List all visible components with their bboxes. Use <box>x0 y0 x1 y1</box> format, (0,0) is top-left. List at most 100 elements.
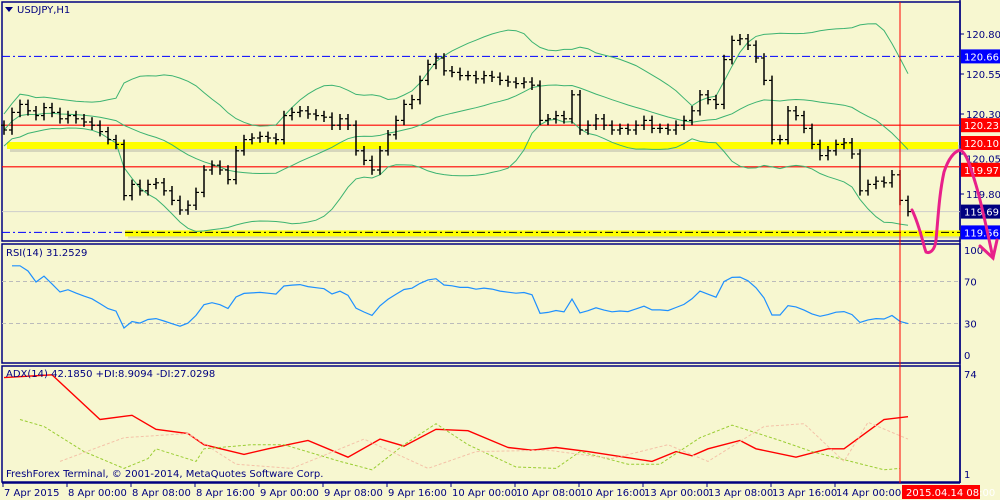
price-bar[interactable] <box>801 110 807 134</box>
price-bar[interactable] <box>769 75 775 145</box>
price-bar[interactable] <box>377 146 383 175</box>
price-bar[interactable] <box>129 179 135 201</box>
price-bar[interactable] <box>705 90 711 105</box>
price-bar[interactable] <box>345 114 351 130</box>
price-bar[interactable] <box>721 54 727 110</box>
price-bar[interactable] <box>49 102 55 118</box>
price-bar[interactable] <box>177 195 183 215</box>
price-bar[interactable] <box>425 59 431 86</box>
price-bar[interactable] <box>881 176 887 188</box>
price-bar[interactable] <box>825 146 831 161</box>
price-bar[interactable] <box>185 200 191 215</box>
price-bar[interactable] <box>73 110 79 124</box>
price-bar[interactable] <box>417 75 423 105</box>
price-panel[interactable] <box>1 23 960 239</box>
price-bar[interactable] <box>369 155 375 175</box>
rsi-panel[interactable] <box>2 265 960 329</box>
price-bar[interactable] <box>329 112 335 130</box>
price-bar[interactable] <box>529 77 535 90</box>
price-bar[interactable] <box>545 114 551 126</box>
price-bar[interactable] <box>217 160 223 175</box>
price-bar[interactable] <box>441 53 447 76</box>
price-bar[interactable] <box>849 138 855 159</box>
price-bar[interactable] <box>241 134 247 156</box>
price-bar[interactable] <box>289 107 295 121</box>
price-bar[interactable] <box>817 139 823 161</box>
price-bar[interactable] <box>161 178 167 196</box>
price-bar[interactable] <box>273 133 279 145</box>
price-bar[interactable] <box>81 114 87 127</box>
price-bar[interactable] <box>257 131 263 143</box>
price-bar[interactable] <box>337 114 343 130</box>
price-bar[interactable] <box>353 120 359 156</box>
price-bar[interactable] <box>113 134 119 150</box>
price-bar[interactable] <box>25 99 31 116</box>
price-bar[interactable] <box>145 179 151 196</box>
price-bar[interactable] <box>841 138 847 150</box>
price-bar[interactable] <box>321 110 327 122</box>
price-bar[interactable] <box>481 70 487 84</box>
price-bar[interactable] <box>1 120 7 135</box>
price-bar[interactable] <box>833 139 839 156</box>
price-bar[interactable] <box>89 117 95 130</box>
price-bar[interactable] <box>553 110 559 124</box>
price-bar[interactable] <box>689 106 695 126</box>
price-bar[interactable] <box>153 178 159 190</box>
price-bar[interactable] <box>809 123 815 150</box>
price-bar[interactable] <box>625 123 631 135</box>
price-bar[interactable] <box>889 170 895 188</box>
price-bar[interactable] <box>865 179 871 196</box>
adx-panel[interactable] <box>3 2 909 483</box>
price-bar[interactable] <box>433 53 439 70</box>
price-bar[interactable] <box>729 35 735 65</box>
price-bar[interactable] <box>393 115 399 140</box>
price-bar[interactable] <box>561 110 567 124</box>
price-bar[interactable] <box>489 70 495 82</box>
price-bar[interactable] <box>9 107 15 135</box>
price-bar[interactable] <box>297 106 303 118</box>
price-bar[interactable] <box>753 40 759 63</box>
price-bar[interactable] <box>513 77 519 89</box>
price-bar[interactable] <box>105 126 111 145</box>
price-bar[interactable] <box>225 165 231 185</box>
price-bar[interactable] <box>785 106 791 145</box>
price-bar[interactable] <box>905 195 911 217</box>
price-bar[interactable] <box>17 99 23 118</box>
price-bar[interactable] <box>121 139 127 201</box>
price-bar[interactable] <box>201 165 207 198</box>
price-bar[interactable] <box>233 146 239 185</box>
price-bar[interactable] <box>305 106 311 119</box>
price-bar[interactable] <box>641 115 647 130</box>
price-bar[interactable] <box>57 107 63 124</box>
price-bar[interactable] <box>649 115 655 134</box>
price-bar[interactable] <box>137 179 143 196</box>
price-bar[interactable] <box>577 90 583 135</box>
price-bar[interactable] <box>521 77 527 89</box>
price-bar[interactable] <box>681 115 687 130</box>
symbol-menu-triangle-icon[interactable] <box>5 7 13 12</box>
price-bar[interactable] <box>449 66 455 78</box>
price-bar[interactable] <box>409 94 415 110</box>
price-bar[interactable] <box>737 34 743 46</box>
price-bar[interactable] <box>41 102 47 121</box>
price-bar[interactable] <box>857 149 863 196</box>
price-bar[interactable] <box>281 110 287 145</box>
price-bar[interactable] <box>457 67 463 81</box>
price-bar[interactable] <box>361 146 367 166</box>
price-bar[interactable] <box>385 130 391 156</box>
price-bar[interactable] <box>665 123 671 135</box>
price-bar[interactable] <box>313 109 319 121</box>
price-bar[interactable] <box>569 90 575 124</box>
price-bar[interactable] <box>97 120 103 137</box>
price-bar[interactable] <box>873 176 879 190</box>
price-bar[interactable] <box>609 120 615 135</box>
price-bar[interactable] <box>473 70 479 84</box>
price-bar[interactable] <box>697 90 703 116</box>
price-bar[interactable] <box>193 187 199 210</box>
price-bar[interactable] <box>617 123 623 135</box>
price-bar[interactable] <box>593 114 599 130</box>
price-bar[interactable] <box>265 131 271 143</box>
price-bar[interactable] <box>793 106 799 121</box>
price-bar[interactable] <box>585 120 591 135</box>
